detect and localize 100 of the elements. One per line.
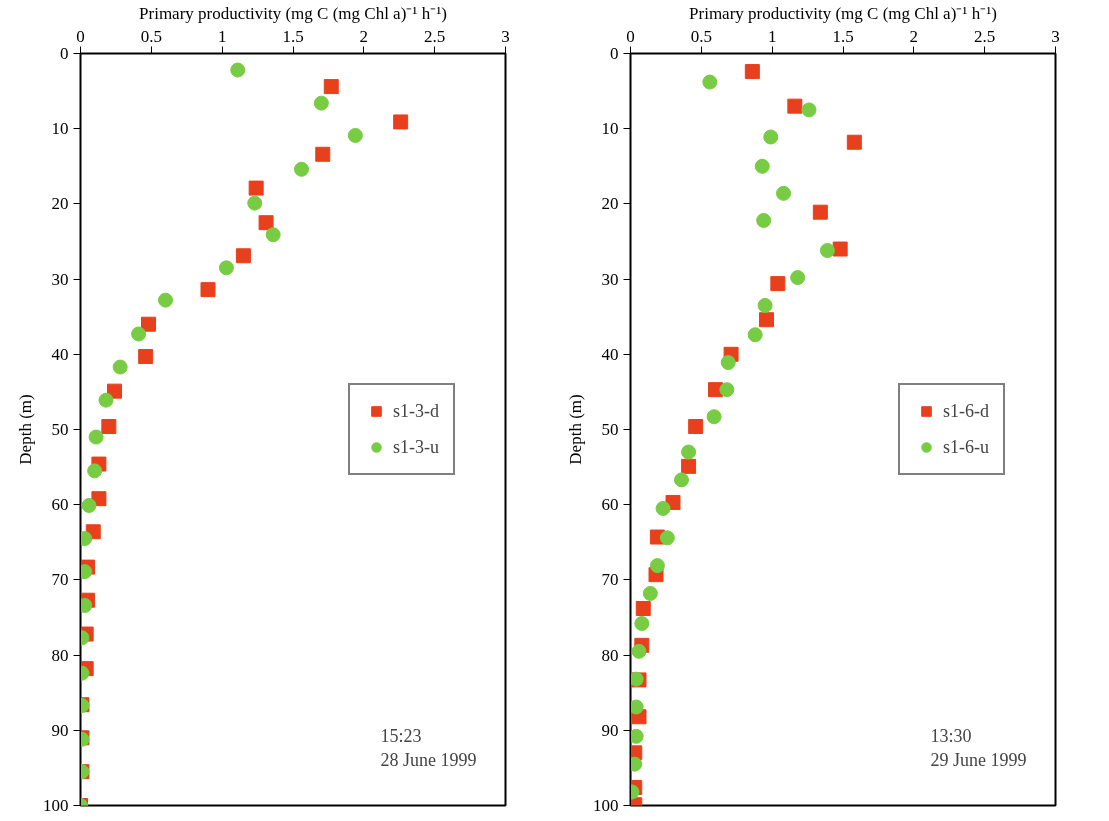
point [719,382,735,398]
point [757,297,773,313]
y-tick-label: 0 [610,44,619,63]
point [630,728,644,744]
point [258,215,274,231]
point [681,458,697,474]
point [790,270,806,286]
point [347,127,363,143]
point [294,161,309,177]
point [770,276,786,292]
y-tick-label: 90 [51,720,69,740]
legend-label: s1-3-u [393,436,439,458]
point [247,195,263,211]
point [706,409,722,425]
point [702,74,718,90]
y-tick-label: 90 [601,720,619,740]
x-tick-label: 2 [359,26,369,46]
point [393,114,409,130]
legend-label: s1-6-d [943,400,989,422]
x-tick-label: 2.5 [424,26,446,46]
y-tick-label: 10 [51,119,69,139]
point [681,444,697,460]
point [659,530,675,546]
y-tick-label: 50 [51,420,69,439]
x-tick-label: 0 [76,26,85,46]
y-tick-label: 30 [51,269,69,289]
x-tick-label: 0 [626,26,635,46]
point [744,64,760,80]
point [832,241,848,257]
point [265,227,281,243]
y-tick-label: 60 [51,495,69,515]
x-tick-label: 1 [767,26,777,46]
point [801,102,817,118]
point [87,463,103,479]
x-tick-label: 1 [217,26,227,46]
point [649,558,665,574]
y-tick-label: 20 [601,194,619,214]
point [754,158,770,174]
point [720,355,736,371]
y-axis-title: Depth (m) [566,394,585,465]
point [642,585,658,601]
x-tick-label: 2 [909,26,919,46]
x-axis-title: Primary productivity (mg C (mg Chl a)⁻¹ h⁻¹) [139,3,447,23]
point [315,146,331,162]
y-axis-title: Depth (m) [16,394,35,465]
point [235,248,251,264]
point [138,349,154,365]
point [81,497,97,513]
y-tick-label: 60 [601,495,619,515]
legend-label: s1-6-u [943,436,989,458]
point [158,292,173,308]
point [323,79,339,95]
y-tick-label: 10 [601,119,619,139]
point [131,326,147,342]
x-tick-label: 3 [501,26,510,46]
y-tick-label: 70 [601,570,619,590]
point [218,260,234,276]
annotation: 15:23 28 June 1999 [380,725,477,770]
y-tick-label: 80 [51,645,69,665]
point [759,312,774,328]
point [812,204,828,220]
point [819,243,835,259]
legend-label: s1-3-d [393,400,439,422]
point [107,383,122,399]
annotation: 13:30 29 June 1999 [930,725,1027,770]
x-tick-label: 3 [1051,26,1060,46]
y-tick-label: 80 [601,645,619,665]
point [635,600,651,616]
point [756,212,772,228]
point [674,472,689,488]
y-tick-label: 20 [51,194,69,214]
point [88,429,104,445]
point [631,643,647,659]
y-tick-label: 30 [601,269,619,289]
x-tick-label: 0.5 [690,26,712,46]
point [230,62,246,78]
point [101,418,117,434]
point [688,418,704,434]
point [200,282,216,298]
y-tick-label: 100 [43,796,69,815]
y-tick-label: 70 [51,570,69,590]
point [634,616,650,631]
x-tick-label: 1.5 [282,26,304,46]
y-tick-label: 50 [601,420,619,439]
point [747,327,763,343]
point [248,180,264,196]
point [776,185,791,201]
y-tick-label: 40 [51,344,69,364]
x-tick-label: 0.5 [140,26,162,46]
point [630,699,644,715]
point [141,316,156,332]
x-tick-label: 1.5 [832,26,854,46]
y-tick-label: 40 [601,344,619,364]
point [98,392,114,408]
x-tick-label: 2.5 [974,26,996,46]
point [313,95,329,111]
y-tick-label: 0 [60,44,69,63]
point [112,359,128,375]
x-axis-title: Primary productivity (mg C (mg Chl a)⁻¹ h⁻¹) [689,3,997,23]
point [655,500,671,516]
